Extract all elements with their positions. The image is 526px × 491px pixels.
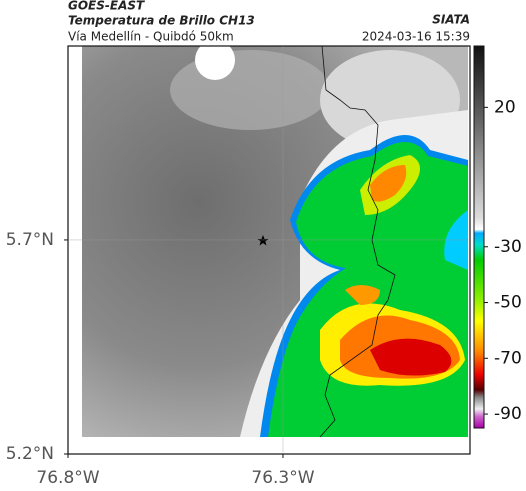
colorbar-tick-label: -50 — [494, 293, 522, 313]
colorbar-tick-label: -30 — [494, 237, 522, 257]
timestamp: 2024-03-16 15:39 — [362, 30, 470, 44]
colorbar — [473, 45, 485, 429]
product: Temperatura de Brillo CH13 — [68, 14, 255, 28]
colorbar-tick-label: -70 — [494, 348, 522, 368]
source: SIATA — [432, 13, 470, 27]
lat-tick-label: 5.2°N — [6, 444, 54, 464]
region: Vía Medellín - Quibdó 50km — [68, 30, 234, 44]
lat-tick-label: 5.7°N — [6, 230, 54, 250]
lon-tick-label: 76.8°W — [36, 468, 99, 488]
imagery — [82, 46, 468, 437]
lon-tick-label: 76.3°W — [251, 468, 314, 488]
colorbar-tick-label: -90 — [494, 404, 522, 424]
colorbar-tick-label: 20 — [494, 97, 516, 117]
city-marker — [257, 235, 269, 246]
map-frame — [67, 45, 471, 455]
satellite: GOES-EAST — [68, 0, 145, 13]
